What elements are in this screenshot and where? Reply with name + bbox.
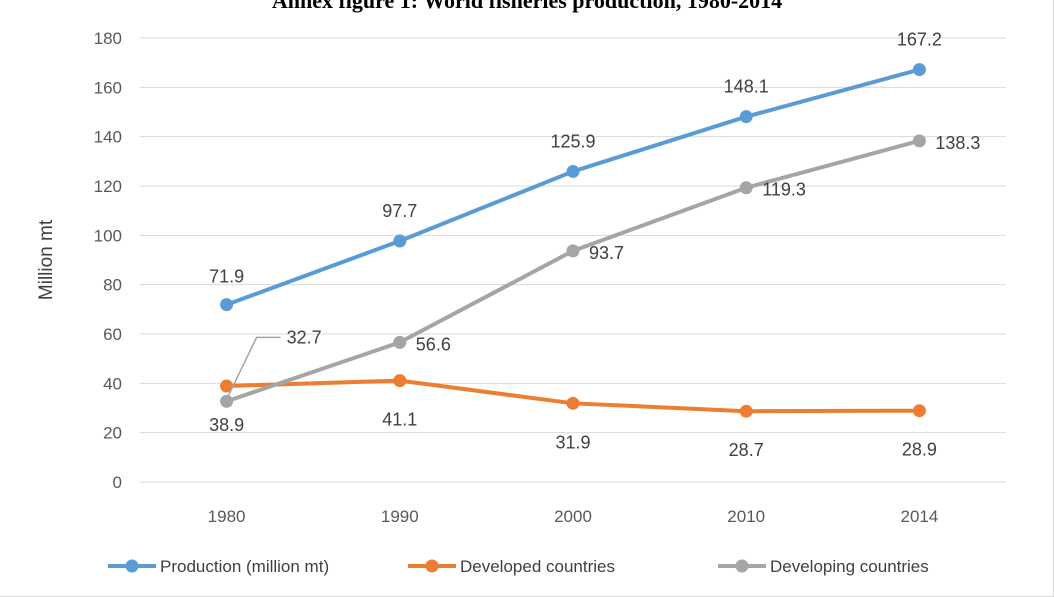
data-label: 28.7 xyxy=(729,440,764,460)
data-point xyxy=(220,394,234,408)
y-tick-label: 20 xyxy=(103,424,122,443)
data-labels: 71.9 97.7 125.9 148.1 167.2 38.9 41.1 31.9 28.7 2… xyxy=(209,30,980,461)
data-label: 125.9 xyxy=(550,131,595,151)
data-label: 38.9 xyxy=(209,415,244,435)
label-leader-line xyxy=(227,336,281,396)
data-point xyxy=(393,234,407,248)
series-line-0 xyxy=(224,67,922,307)
data-point xyxy=(912,404,926,418)
data-label: 167.2 xyxy=(897,30,942,50)
y-tick-label: 100 xyxy=(94,226,122,245)
data-point xyxy=(566,244,580,258)
data-label: 28.9 xyxy=(902,440,937,460)
data-label: 31.9 xyxy=(555,432,590,452)
y-tick-label: 120 xyxy=(94,177,122,196)
y-tick-label: 80 xyxy=(103,276,122,295)
x-tick-label: 1990 xyxy=(381,507,419,526)
data-point xyxy=(393,335,407,349)
chart-title: Annex figure 1: World fisheries producti… xyxy=(271,0,783,13)
data-point xyxy=(566,396,580,410)
data-point xyxy=(220,379,234,393)
legend-label-0: Production (million mt) xyxy=(160,557,329,576)
data-label: 41.1 xyxy=(382,410,417,430)
series-lines xyxy=(220,63,926,418)
y-tick-label: 60 xyxy=(103,325,122,344)
data-label: 97.7 xyxy=(382,201,417,221)
y-tick-label: 160 xyxy=(94,78,122,97)
x-axis-ticks: 1980 1990 2000 2010 2014 xyxy=(208,507,939,526)
y-tick-label: 140 xyxy=(94,128,122,147)
x-tick-label: 2014 xyxy=(900,507,938,526)
data-point xyxy=(912,134,926,148)
data-point xyxy=(912,63,926,77)
legend-marker-2 xyxy=(735,559,749,573)
grid-lines xyxy=(140,37,1006,483)
data-point xyxy=(739,404,753,418)
data-point xyxy=(393,374,407,388)
data-label: 138.3 xyxy=(935,133,980,153)
legend-label-2: Developing countries xyxy=(770,557,929,576)
data-label: 56.6 xyxy=(416,334,451,354)
x-tick-label: 2010 xyxy=(727,507,765,526)
data-label: 32.7 xyxy=(287,327,322,347)
data-point xyxy=(566,164,580,178)
data-label: 119.3 xyxy=(762,180,806,200)
series-line-2 xyxy=(224,138,922,404)
data-point xyxy=(739,181,753,195)
y-tick-label: 0 xyxy=(113,473,122,492)
data-point xyxy=(739,110,753,124)
data-label: 71.9 xyxy=(209,267,244,287)
data-point xyxy=(220,298,234,312)
legend-marker-0 xyxy=(125,559,139,573)
y-tick-label: 40 xyxy=(103,374,122,393)
y-axis-title: Million mt xyxy=(36,219,57,300)
legend-label-1: Developed countries xyxy=(460,557,615,576)
data-label: 148.1 xyxy=(724,77,769,97)
y-tick-label: 180 xyxy=(94,29,122,48)
x-tick-label: 2000 xyxy=(554,507,592,526)
x-tick-label: 1980 xyxy=(208,507,246,526)
legend-marker-1 xyxy=(425,559,439,573)
y-axis-ticks: 0 20 40 60 80 100 120 140 160 180 Million mt xyxy=(36,29,122,492)
legend: Production (million mt) Developed countri… xyxy=(108,557,929,576)
data-label: 93.7 xyxy=(589,243,624,263)
